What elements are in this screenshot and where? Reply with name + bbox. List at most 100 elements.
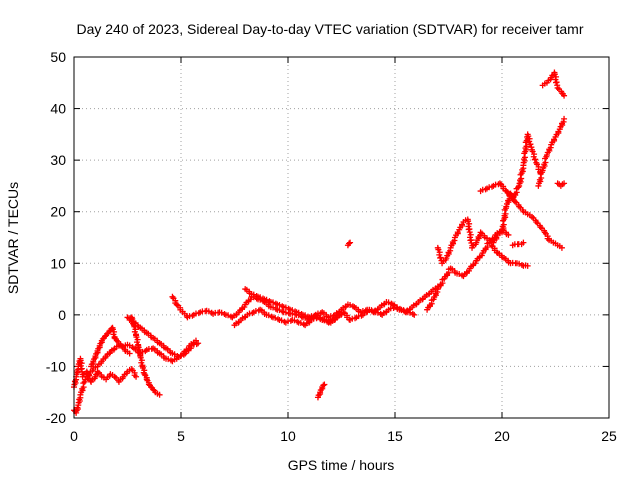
data-point: [110, 346, 117, 353]
data-point: [374, 309, 381, 316]
data-point: [257, 294, 264, 301]
data-point: [126, 350, 133, 357]
data-point: [143, 376, 150, 383]
data-point: [276, 307, 283, 314]
series-track-i: [314, 381, 328, 401]
series-track-p: [535, 115, 568, 189]
data-points: [71, 69, 568, 416]
x-tick-label: 0: [70, 428, 78, 444]
data-point: [282, 304, 289, 311]
x-axis-label: GPS time / hours: [288, 457, 395, 473]
data-point: [289, 307, 296, 314]
data-point: [503, 188, 510, 195]
data-point: [523, 143, 530, 150]
data-point: [218, 309, 225, 316]
y-tick-label: -20: [46, 410, 66, 426]
plot-frame: [73, 56, 610, 419]
data-point: [496, 180, 503, 187]
y-tick-label: 20: [50, 204, 66, 220]
data-point: [295, 309, 302, 316]
x-tick-label: 20: [494, 428, 510, 444]
data-point: [272, 314, 279, 321]
data-point: [558, 244, 565, 251]
data-point: [411, 311, 418, 318]
data-point: [437, 254, 444, 261]
data-point: [321, 317, 328, 324]
y-tick-label: 10: [50, 255, 66, 271]
y-tick-label: 40: [50, 101, 66, 117]
data-point: [178, 352, 184, 359]
series-track-o: [509, 239, 527, 249]
data-point: [347, 301, 354, 308]
data-point: [436, 251, 443, 258]
series-track-q: [539, 69, 568, 99]
data-point: [500, 221, 507, 228]
series-track-c: [88, 324, 133, 370]
y-tick-label: -10: [46, 358, 66, 374]
series-track-k: [424, 226, 512, 313]
data-point: [551, 71, 558, 78]
data-point: [400, 307, 407, 314]
data-point: [263, 296, 270, 303]
series-track-b: [71, 355, 140, 391]
data-point: [321, 381, 328, 388]
data-point: [521, 154, 528, 161]
data-point: [394, 304, 401, 311]
data-point: [368, 307, 375, 314]
data-point: [320, 382, 327, 389]
data-point: [173, 301, 180, 308]
data-point: [502, 210, 509, 217]
data-point: [505, 231, 512, 238]
data-point: [345, 240, 352, 247]
data-point: [302, 312, 309, 319]
data-point: [385, 299, 392, 306]
data-point: [520, 239, 527, 246]
x-tick-label: 10: [280, 428, 296, 444]
series-track-m: [477, 131, 544, 202]
data-point: [156, 391, 163, 398]
series-track-h: [242, 286, 345, 326]
y-tick-label: 30: [50, 152, 66, 168]
x-tick-label: 5: [177, 428, 185, 444]
data-point: [297, 320, 304, 327]
data-point: [78, 366, 85, 373]
data-point: [195, 340, 202, 347]
axis-ticks: 0 5 10 15 20 25 -20 -10 0 10 20 30 40 50: [46, 49, 617, 444]
data-point: [561, 92, 568, 99]
data-point: [531, 156, 538, 163]
data-point: [561, 115, 568, 122]
data-point: [276, 301, 283, 308]
y-tick-label: 50: [50, 49, 66, 65]
series-track-n: [488, 242, 531, 269]
data-point: [78, 360, 85, 367]
data-point: [278, 317, 285, 324]
data-point: [347, 239, 354, 246]
series-track-e: [124, 314, 202, 361]
data-point: [526, 138, 533, 145]
data-point: [406, 309, 413, 316]
series-track-j: [344, 239, 354, 249]
y-axis-label: SDTVAR / TECUs: [5, 182, 21, 294]
data-point: [291, 317, 298, 324]
x-tick-label: 15: [387, 428, 403, 444]
data-point: [553, 79, 560, 86]
data-point: [265, 312, 272, 319]
data-point: [270, 299, 277, 306]
data-point: [225, 312, 232, 319]
chart-title: Day 240 of 2023, Sidereal Day-to-day VTE…: [76, 21, 583, 37]
x-tick-label: 25: [601, 428, 617, 444]
data-point: [141, 371, 148, 378]
series-track-r: [554, 180, 568, 189]
data-point: [516, 260, 523, 267]
data-point: [250, 291, 257, 298]
data-point: [133, 373, 140, 380]
data-point: [270, 304, 277, 311]
data-point: [77, 357, 84, 364]
grid-lines: [74, 57, 609, 418]
series-track-d: [126, 314, 163, 398]
data-point: [338, 309, 345, 316]
data-point: [527, 141, 534, 148]
data-point: [524, 262, 531, 269]
data-point: [561, 180, 568, 187]
